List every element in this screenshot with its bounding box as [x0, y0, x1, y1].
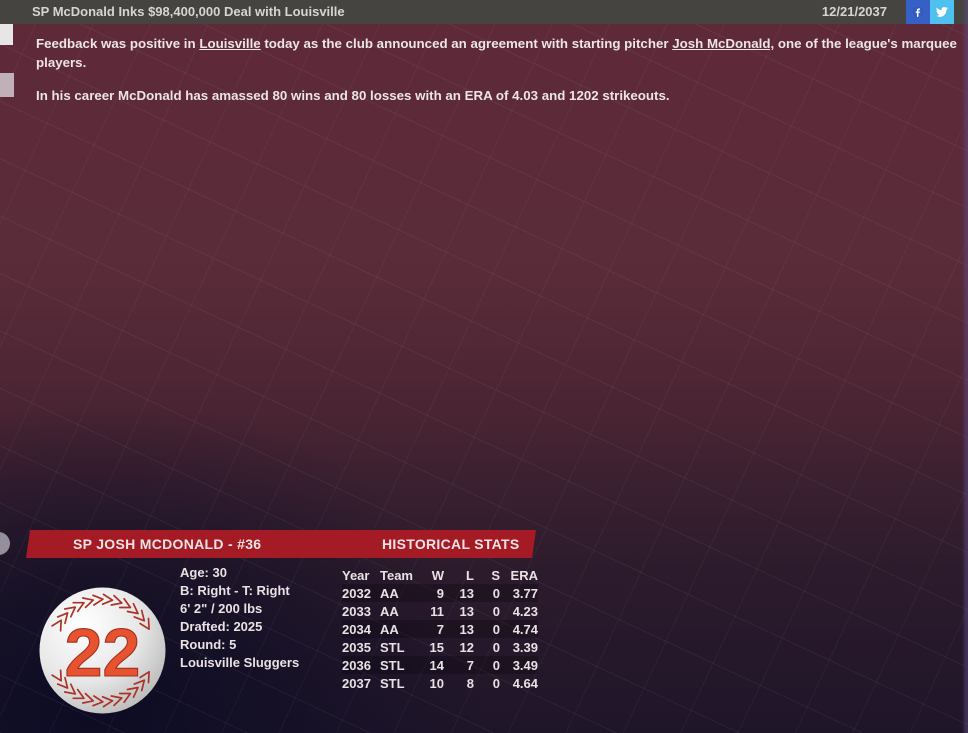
svg-text:22: 22 — [65, 615, 141, 691]
